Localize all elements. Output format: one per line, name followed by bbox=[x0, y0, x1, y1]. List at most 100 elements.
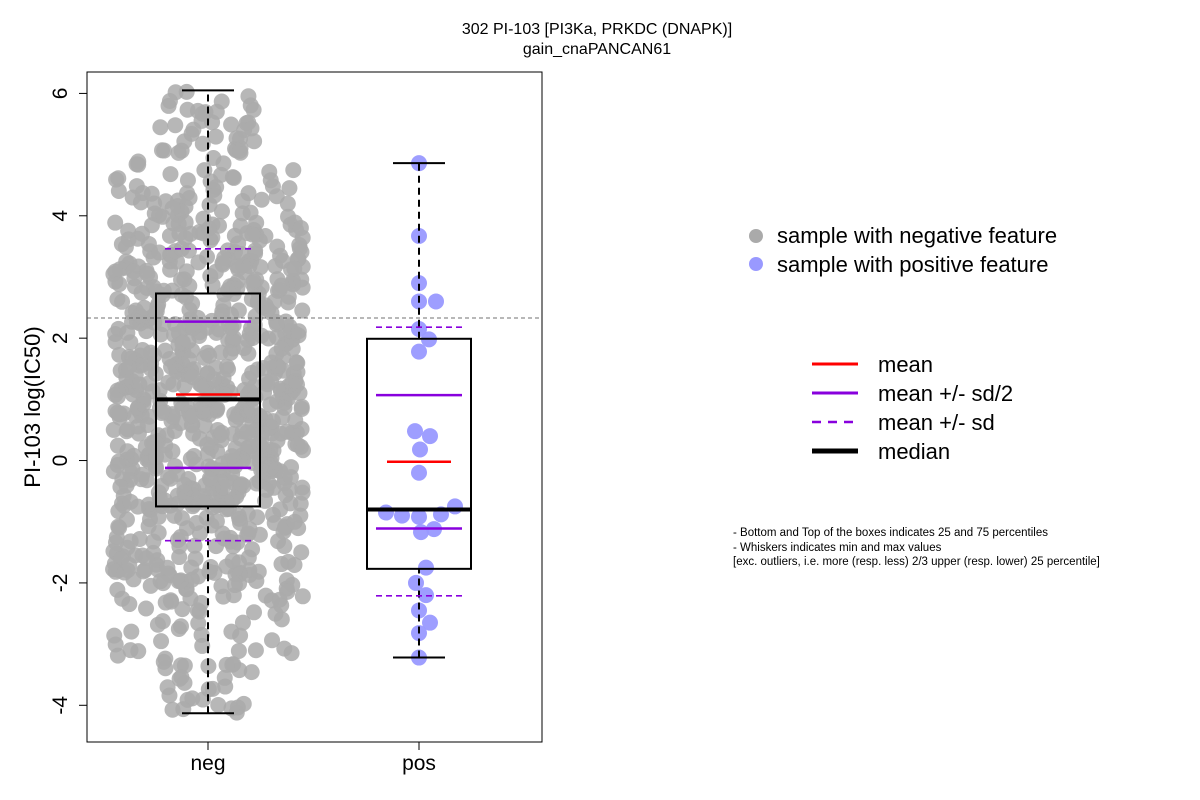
neg-point bbox=[232, 217, 249, 234]
pos-point bbox=[422, 614, 438, 631]
neg-point bbox=[122, 334, 139, 351]
neg-point bbox=[184, 369, 201, 386]
neg-point bbox=[110, 183, 127, 200]
pos-point bbox=[428, 293, 444, 310]
y-axis-label: PI-103 log(IC50) bbox=[20, 326, 45, 487]
neg-point bbox=[157, 342, 174, 359]
neg-point bbox=[263, 592, 280, 609]
pos-point bbox=[411, 602, 427, 619]
neg-point bbox=[156, 142, 173, 159]
neg-point bbox=[279, 583, 296, 600]
neg-point bbox=[231, 142, 248, 159]
neg-point bbox=[294, 484, 311, 501]
neg-point bbox=[246, 604, 263, 621]
pos-point bbox=[422, 428, 438, 445]
neg-point bbox=[230, 408, 247, 425]
neg-point bbox=[122, 493, 139, 510]
neg-point bbox=[175, 701, 192, 718]
neg-point bbox=[218, 493, 235, 510]
neg-point bbox=[265, 506, 282, 523]
neg-point bbox=[179, 172, 196, 189]
neg-point bbox=[136, 299, 153, 316]
neg-point bbox=[153, 404, 170, 421]
neg-point bbox=[201, 563, 218, 580]
neg-point bbox=[173, 240, 190, 257]
neg-point bbox=[264, 632, 281, 649]
neg-point bbox=[152, 119, 169, 136]
neg-point bbox=[231, 130, 248, 147]
neg-point bbox=[162, 166, 179, 183]
neg-point bbox=[190, 254, 207, 271]
neg-point bbox=[213, 424, 230, 441]
x-tick-label: pos bbox=[402, 752, 436, 775]
y-tick-label: -2 bbox=[49, 574, 72, 593]
neg-point bbox=[223, 116, 240, 133]
neg-point bbox=[294, 302, 311, 319]
neg-point bbox=[274, 252, 291, 269]
neg-point bbox=[123, 623, 140, 640]
pos-point bbox=[394, 507, 410, 524]
neg-point bbox=[288, 376, 305, 393]
neg-point bbox=[125, 263, 142, 280]
neg-point bbox=[253, 462, 270, 479]
neg-point bbox=[247, 642, 264, 659]
neg-point bbox=[244, 541, 261, 558]
neg-point bbox=[281, 180, 298, 197]
neg-point bbox=[111, 276, 128, 293]
neg-point bbox=[229, 534, 246, 551]
neg-point bbox=[170, 620, 187, 637]
neg-point bbox=[288, 354, 305, 371]
neg-point bbox=[205, 150, 222, 167]
neg-point bbox=[156, 492, 173, 509]
neg-point bbox=[164, 200, 181, 217]
neg-point bbox=[111, 406, 128, 423]
chart-title: 302 PI-103 [PI3Ka, PRKDC (DNAPK)] bbox=[462, 21, 732, 38]
neg-point bbox=[244, 275, 261, 292]
neg-point bbox=[105, 421, 122, 438]
neg-point bbox=[213, 93, 230, 110]
neg-point bbox=[145, 533, 162, 550]
neg-point bbox=[202, 267, 219, 284]
iqr-box bbox=[366, 337, 472, 570]
neg-point bbox=[253, 191, 270, 208]
pos-point bbox=[411, 343, 427, 360]
x-axis: neg pos bbox=[190, 742, 436, 775]
neg-point bbox=[224, 280, 241, 297]
neg-point bbox=[213, 578, 230, 595]
neg-point bbox=[118, 379, 135, 396]
neg-point bbox=[243, 664, 260, 681]
neg-point bbox=[178, 83, 195, 100]
neg-point bbox=[176, 133, 193, 150]
y-axis: -4 -2 0 2 4 6 bbox=[49, 88, 88, 715]
neg-point bbox=[179, 101, 196, 118]
neg-point bbox=[256, 441, 273, 458]
neg-point bbox=[161, 687, 178, 704]
neg-point bbox=[253, 327, 270, 344]
neg-point bbox=[120, 358, 137, 375]
pos-point bbox=[418, 559, 434, 576]
neg-point bbox=[240, 88, 257, 105]
neg-point bbox=[207, 359, 224, 376]
neg-point bbox=[213, 203, 230, 220]
neg-point bbox=[294, 279, 311, 296]
neg-point bbox=[208, 324, 225, 341]
legend-mean-label: mean bbox=[878, 352, 933, 377]
neg-point bbox=[173, 510, 190, 527]
neg-points-group bbox=[105, 83, 311, 721]
neg-point bbox=[249, 509, 266, 526]
neg-point bbox=[218, 656, 235, 673]
neg-point bbox=[191, 525, 208, 542]
neg-point bbox=[273, 611, 290, 628]
pos-point bbox=[411, 275, 427, 292]
notes: - Bottom and Top of the boxes indicates … bbox=[733, 527, 1100, 568]
neg-point bbox=[286, 260, 303, 277]
neg-point bbox=[195, 402, 212, 419]
neg-point bbox=[161, 93, 178, 110]
neg-point bbox=[130, 643, 147, 660]
pos-point bbox=[378, 504, 394, 521]
neg-point bbox=[109, 647, 126, 664]
neg-point bbox=[178, 263, 195, 280]
neg-point bbox=[230, 642, 247, 659]
neg-point bbox=[290, 323, 307, 340]
neg-point bbox=[281, 481, 298, 498]
